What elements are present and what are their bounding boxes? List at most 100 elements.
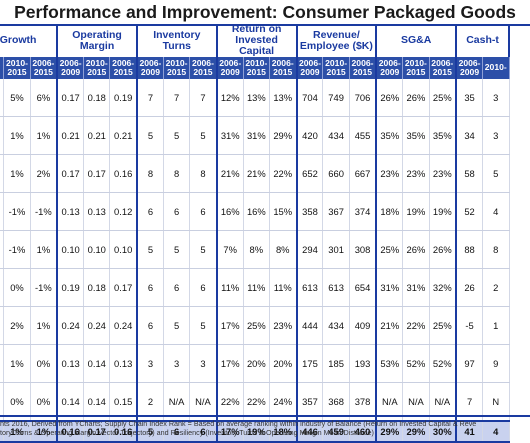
table-cell: N/A [376,382,404,422]
table-cell: N/A [189,382,218,422]
table-frame [0,24,530,417]
table-cell: -1% [30,268,59,307]
table-cell: 7 [163,79,191,117]
table-cell: 17% [216,344,244,383]
table-cell: 52% [402,344,430,383]
table-cell: 706 [349,79,378,117]
table-cell: 0.24 [109,306,138,345]
table-cell: 6 [189,268,218,307]
table-cell: 34 [456,116,484,155]
table-cell: 1 [482,306,510,345]
table-cell: 18% [269,420,298,443]
table-cell: 378 [349,382,378,422]
table-cell: 3% [0,154,5,193]
table-cell: 0.24 [57,306,85,345]
table-cell: 26% [402,79,430,117]
table-cell: 8% [269,230,298,269]
table-cell: 8 [136,154,164,193]
table-cell: -1% [30,192,59,231]
table-cell: 1% [30,230,59,269]
table-row: 3%1%2%0.170.170.1688821%21%22%6526606672… [0,154,510,193]
table-cell: 0.14 [57,382,85,422]
table-row: 2%0%0%0.140.140.152N/AN/A22%22%24%357368… [0,382,510,422]
table-cell: 652 [296,154,324,193]
table-cell: N/A [163,382,191,422]
table-cell: 367 [322,192,350,231]
table-cell: 88 [456,230,484,269]
table-cell: 0.15 [109,382,138,422]
table-cell: 8% [243,230,270,269]
table-cell: 3 [482,116,510,155]
table-cell: 52 [456,192,484,231]
table-cell: 20% [243,344,270,383]
table-cell: 21% [376,306,404,345]
table-cell: 0.16 [57,420,85,443]
table-cell: -1% [3,192,31,231]
table-cell: 5 [163,230,191,269]
table-cell: 22% [269,154,298,193]
table-cell: 654 [349,268,378,307]
table-cell: 3 [189,344,218,383]
table-cell: 0.17 [83,154,111,193]
table-cell: 22% [243,382,270,422]
table-cell: 18% [376,192,404,231]
group-header-operating-margin: Operating Margin [57,24,138,57]
table-cell: 667 [349,154,378,193]
table-cell: 21% [216,154,244,193]
table-cell: 26% [376,79,404,117]
period-header: 2006- 2009 [136,57,164,79]
table-cell: 11% [216,268,244,307]
table-cell: 0.12 [109,192,138,231]
table-cell: 32% [429,268,458,307]
table-cell: 358 [296,192,324,231]
table-cell: 22% [402,306,430,345]
table-cell: 446 [296,420,324,443]
table-row: 2%-1%-1%0.130.130.1266616%16%15%35836737… [0,192,510,231]
table-cell: 2 [482,268,510,307]
table-cell: 0.18 [83,268,111,307]
table-cell: 6 [189,420,218,443]
table-cell: 0% [0,230,5,269]
footnote-line-2: tory Turns & Operating Margin Vector Tra… [0,428,374,437]
table-cell: 16% [243,192,270,231]
table-cell: 6 [163,192,191,231]
period-header: 2010- 2015 [163,57,191,79]
group-header-revenue-per-employee: Revenue/ Employee ($K) [296,24,378,57]
table-cell: 8 [189,154,218,193]
table-cell: 3 [482,79,510,117]
table-row: 0%-1%1%0.100.100.105557%8%8%29430130825%… [0,230,510,269]
table-cell: 31% [402,268,430,307]
table-cell: 8 [163,154,191,193]
table-cell: 704 [296,79,324,117]
table-cell: 6 [163,268,191,307]
table-cell: 301 [322,230,350,269]
period-header: 2006- 2009 [376,57,404,79]
table-cell: 193 [349,344,378,383]
table-cell: 25% [429,79,458,117]
table-cell: 613 [322,268,350,307]
table-cell: 0% [3,268,31,307]
table-cell: 6 [189,192,218,231]
table-cell: 0.18 [83,79,111,117]
table-cell: 26 [456,268,484,307]
table-cell: 2% [3,306,31,345]
table-cell: 24% [269,382,298,422]
table-cell: 1% [30,306,59,345]
table-cell: 5 [136,116,164,155]
table-cell: 374 [349,192,378,231]
table-cell: 23% [376,154,404,193]
table-cell: 5 [163,116,191,155]
table-cell: 444 [296,306,324,345]
table-cell: 35 [456,79,484,117]
period-header: 2006- 2009 [216,57,244,79]
table-cell: 41 [456,420,484,443]
table-cell: 9 [482,344,510,383]
table-cell: 17% [216,420,244,443]
table-cell: 434 [322,116,350,155]
table-cell: 0.16 [109,420,138,443]
table-row: 6%2%1%0.240.240.2465517%25%23%4444344092… [0,306,510,345]
period-header: 2010- 2015 [243,57,270,79]
table-cell: 0.17 [57,79,85,117]
table-cell: 6 [136,192,164,231]
table-cell: 20% [269,344,298,383]
